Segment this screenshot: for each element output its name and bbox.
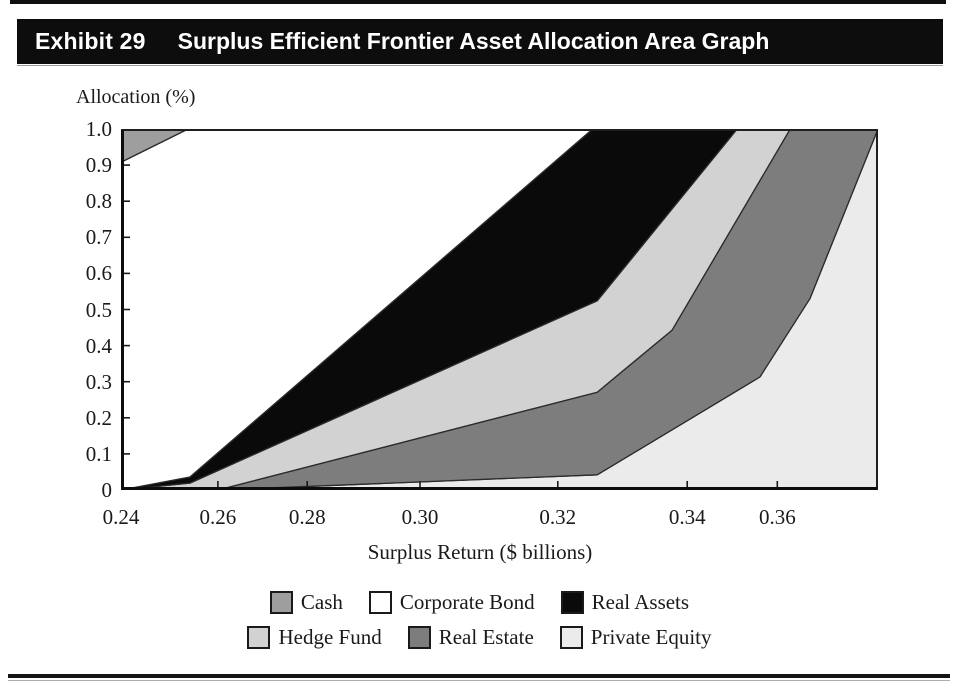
x-tick-label-0.26: 0.26	[199, 505, 237, 529]
legend-label: Real Assets	[591, 590, 690, 614]
x-tick-label-0.34: 0.34	[668, 505, 706, 529]
legend-item-private-equity: Private Equity	[559, 625, 712, 650]
legend-item-real-estate: Real Estate	[407, 625, 534, 650]
y-tick-label-0.3: 0.3	[85, 369, 112, 394]
y-tick-label-0.6: 0.6	[85, 261, 112, 286]
y-axis-title: Allocation (%)	[76, 86, 196, 108]
exhibit-title: Surplus Efficient Frontier Asset Allocat…	[177, 28, 770, 54]
y-tick-label-0.8: 0.8	[85, 189, 112, 214]
legend-item-real-assets: Real Assets	[560, 590, 690, 615]
y-tick-label-0.9: 0.9	[85, 153, 112, 178]
bottom-rule-shadow	[8, 680, 950, 681]
x-tick-label-0.24: 0.24	[102, 505, 140, 529]
legend-swatch-hedge-fund	[247, 626, 271, 649]
exhibit-title-bar: Exhibit 29 Surplus Efficient Frontier As…	[17, 19, 943, 64]
legend-label: Hedge Fund	[278, 625, 382, 649]
legend-row-1: Cash Corporate Bond Real Assets	[101, 590, 858, 615]
legend-swatch-cash	[269, 591, 293, 614]
x-tick-label-0.36: 0.36	[758, 505, 796, 529]
legend-item-hedge-fund: Hedge Fund	[247, 625, 382, 650]
legend-swatch-real-assets	[560, 591, 584, 614]
x-axis-title: Surplus Return ($ billions)	[367, 540, 593, 564]
area-chart-plot	[121, 129, 878, 490]
legend-label: Private Equity	[590, 625, 712, 649]
x-tick-label-0.30: 0.30	[401, 505, 439, 529]
chart-legend: Cash Corporate Bond Real Assets Hedge Fund R…	[101, 590, 858, 660]
x-tick-label-0.28: 0.28	[288, 505, 326, 529]
legend-item-cash: Cash	[269, 590, 343, 615]
legend-label: Cash	[300, 590, 343, 614]
area-cash	[121, 129, 878, 163]
area-corporate-bond	[121, 129, 878, 490]
y-tick-label-0.7: 0.7	[85, 225, 112, 250]
exhibit-number: Exhibit 29	[35, 28, 146, 54]
top-rule	[10, 0, 946, 4]
legend-label: Corporate Bond	[399, 590, 535, 614]
bottom-rule	[8, 674, 950, 678]
y-tick-label-1.0: 1.0	[85, 117, 112, 141]
y-tick-label-0.4: 0.4	[85, 333, 112, 358]
legend-swatch-private-equity	[559, 626, 583, 649]
legend-label: Real Estate	[438, 625, 534, 649]
y-tick-label-0.2: 0.2	[85, 405, 112, 430]
legend-row-2: Hedge Fund Real Estate Private Equity	[101, 625, 858, 650]
x-tick-label-0.32: 0.32	[539, 505, 577, 529]
legend-swatch-real-estate	[407, 626, 431, 649]
y-tick-label-0.1: 0.1	[85, 441, 112, 466]
title-bar-shadow	[17, 65, 943, 66]
legend-item-corporate-bond: Corporate Bond	[368, 590, 535, 615]
y-tick-label-0: 0	[101, 478, 113, 502]
legend-swatch-corporate-bond	[368, 591, 392, 614]
y-tick-label-0.5: 0.5	[85, 297, 112, 322]
